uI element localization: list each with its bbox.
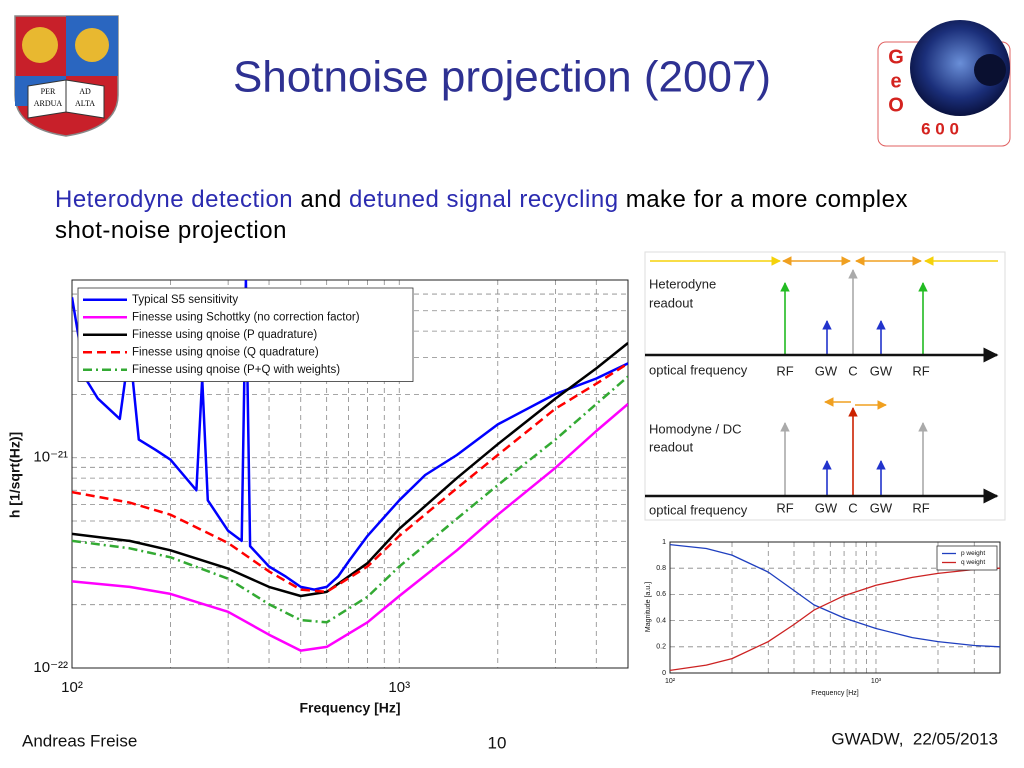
logo-letter: O — [888, 94, 904, 116]
freq-label: RF — [776, 500, 793, 515]
legend-label: Finesse using qnoise (P quadrature) — [132, 329, 317, 341]
crest-motto: ARDUA — [34, 99, 63, 108]
legend-label: Finesse using qnoise (P+Q with weights) — [132, 364, 340, 376]
x-tick-label: 10² — [61, 679, 83, 696]
logo-letter: e — [890, 70, 901, 92]
legend: Typical S5 sensitivity Finesse using Scho… — [77, 287, 414, 382]
crest-motto: PER — [41, 87, 56, 96]
freq-label: C — [848, 500, 857, 515]
x-tick-label: 10³ — [871, 678, 882, 685]
series-line — [72, 362, 628, 594]
legend: p weight q weight — [936, 545, 998, 571]
freq-label: C — [848, 363, 857, 378]
y-tick-label: 0 — [662, 670, 666, 677]
legend-label: Finesse using qnoise (Q quadrature) — [132, 346, 319, 358]
highlight-text: detuned signal recycling — [349, 186, 619, 213]
crest: PER AD ARDUA ALTA — [14, 15, 119, 137]
x-tick-label: 10³ — [388, 679, 410, 696]
legend-box — [77, 287, 414, 382]
series-line — [72, 280, 628, 591]
plain-text: make for a more complex shot-noise proje… — [55, 186, 916, 244]
axis-label: optical frequency — [649, 362, 748, 377]
legend-label: p weight — [961, 550, 985, 557]
y-axis-label: Magnitude [a.u.] — [645, 582, 652, 632]
freq-label: GW — [870, 363, 893, 378]
diagram-label: Heterodyne — [649, 276, 716, 291]
body-text: Heterodyne detection and detuned signal … — [55, 184, 935, 246]
legend-label: Typical S5 sensitivity — [132, 294, 238, 306]
y-tick-label: 0.6 — [656, 591, 666, 598]
series-line — [670, 543, 1000, 648]
freq-label: RF — [776, 363, 793, 378]
freq-label: RF — [912, 363, 929, 378]
y-tick-label: 10⁻²¹ — [33, 449, 68, 466]
series-line — [72, 342, 628, 598]
freq-label: GW — [815, 500, 838, 515]
y-tick-label: 10⁻²² — [33, 659, 68, 676]
line-chart: 10² 10³ 10⁻²² 10⁻²¹ Frequency [Hz] h [1/sqrt(… — [7, 279, 629, 716]
series-group — [670, 543, 1000, 672]
legend-box — [936, 545, 998, 571]
highlight-text: Heterodyne detection — [55, 186, 294, 213]
plot-frame — [669, 541, 1001, 674]
logo-letter: G — [888, 46, 904, 68]
freq-label: GW — [815, 363, 838, 378]
frequency-diagram — [644, 251, 1006, 521]
slide-title: Shotnoise projection (2007) — [233, 53, 771, 102]
plain-text: and — [293, 186, 350, 213]
line-chart: 10² 10³ 0 0.2 0.4 0.6 0.8 1 Frequency [Hz] Magnit… — [645, 539, 1001, 697]
logo-number: 6 0 0 — [921, 119, 959, 138]
legend-label: Finesse using Schottky (no correction fa… — [132, 311, 360, 323]
plot-frame — [71, 279, 629, 669]
series-group — [72, 280, 628, 652]
x-axis-label: Frequency [Hz] — [811, 690, 859, 697]
footer-author: Andreas Freise — [22, 731, 137, 750]
diagram-label: readout — [649, 295, 693, 310]
footer-event: GWADW, 22/05/2013 — [831, 729, 998, 748]
y-tick-label: 0.8 — [656, 565, 666, 572]
series-line — [72, 403, 628, 652]
series-line — [670, 567, 1000, 672]
diagram-label: readout — [649, 439, 693, 454]
x-axis-label: Frequency [Hz] — [299, 700, 400, 716]
freq-label: RF — [912, 500, 929, 515]
y-tick-label: 0.4 — [656, 617, 666, 624]
crest-motto: ALTA — [75, 99, 95, 108]
freq-label: GW — [870, 500, 893, 515]
y-tick-label: 0.2 — [656, 644, 666, 651]
axis-label: optical frequency — [649, 502, 748, 517]
diagram-label: Homodyne / DC — [649, 421, 741, 436]
y-tick-label: 1 — [662, 539, 666, 546]
legend-label: q weight — [961, 559, 985, 566]
y-axis-label: h [1/sqrt(Hz)] — [7, 432, 23, 518]
series-line — [72, 375, 628, 624]
footer-page: 10 — [488, 733, 507, 752]
x-tick-label: 10² — [665, 678, 676, 685]
geo-logo: G e O 6 0 0 — [877, 20, 1011, 147]
crest-motto: AD — [79, 87, 91, 96]
diagram-labels: Heterodyne readout optical frequency RF … — [649, 276, 930, 517]
